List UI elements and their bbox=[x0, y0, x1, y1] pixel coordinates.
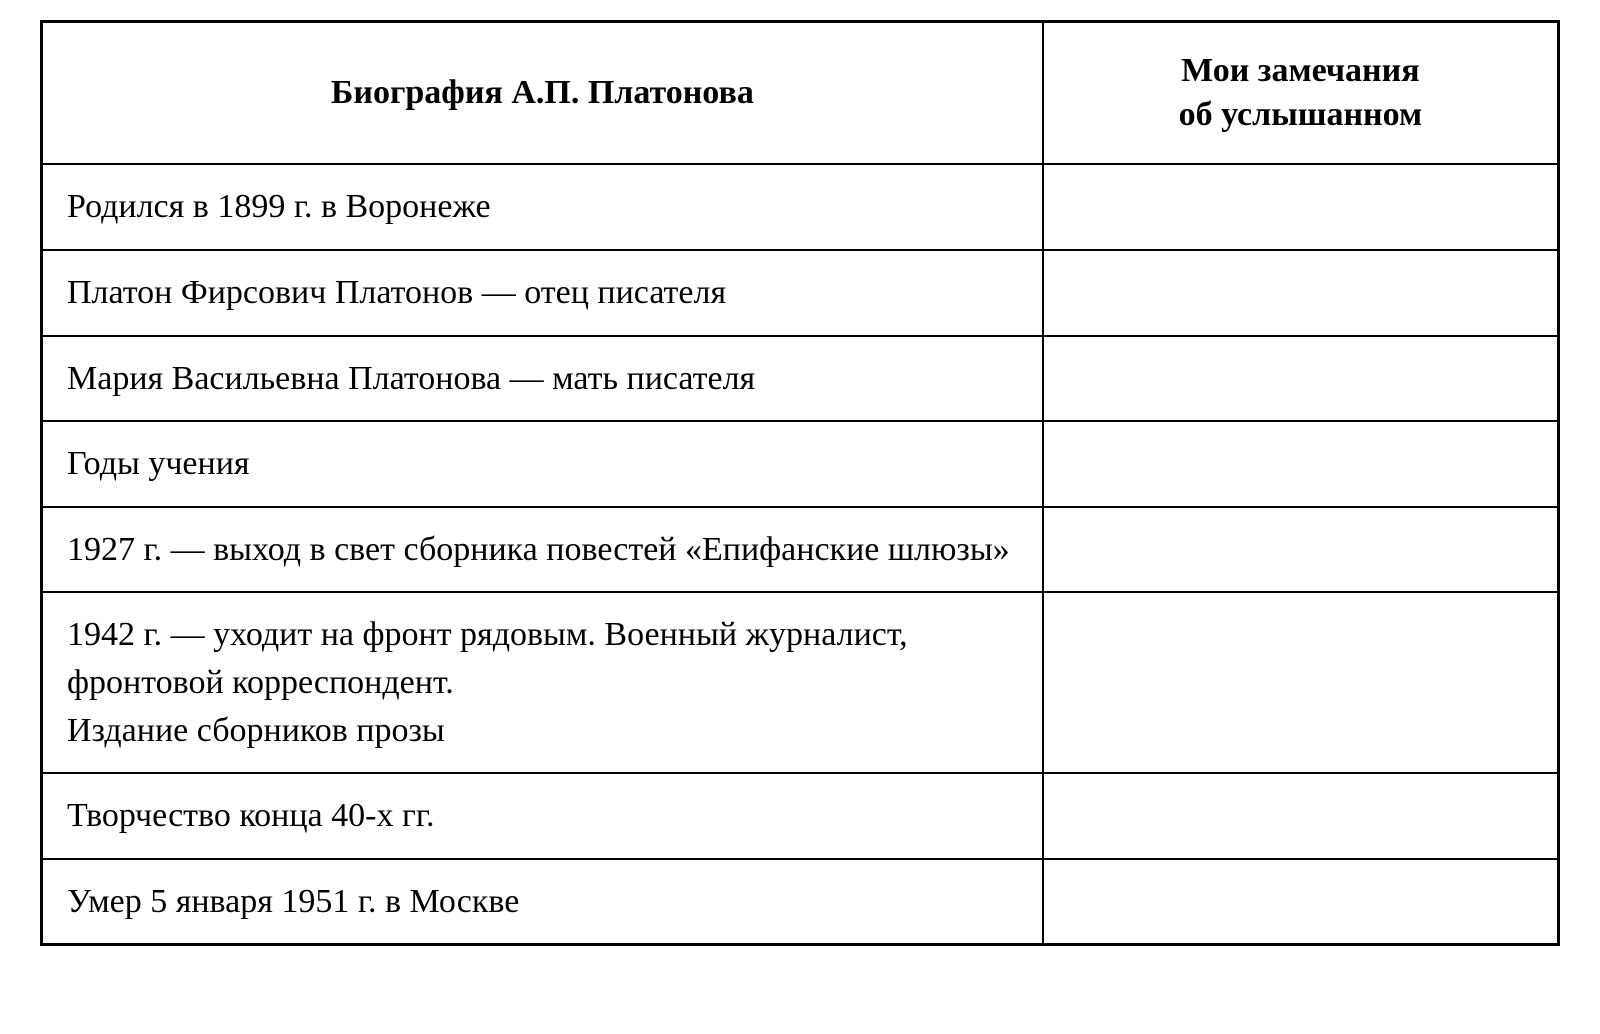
biography-text: 1927 г. — выход в свет сборника повестей… bbox=[67, 531, 1010, 568]
biography-cell: 1942 г. — уходит на фронт рядовым. Военн… bbox=[42, 592, 1043, 773]
biography-cell: Творчество конца 40-х гг. bbox=[42, 773, 1043, 859]
table-row: 1927 г. — выход в свет сборника повестей… bbox=[42, 507, 1559, 593]
biography-text: Родился в 1899 г. в Воронеже bbox=[67, 188, 491, 225]
biography-text: 1942 г. — уходит на фронт рядовым. Военн… bbox=[67, 616, 908, 748]
header-notes: Мои замечания об услышанном bbox=[1043, 22, 1559, 165]
table-row: Мария Васильевна Платонова — мать писате… bbox=[42, 336, 1559, 422]
biography-text: Платон Фирсович Платонов — отец писателя bbox=[67, 274, 726, 311]
biography-table: Биография А.П. Платонова Мои замечания о… bbox=[40, 20, 1560, 946]
header-biography-text: Биография А.П. Платонова bbox=[331, 74, 754, 111]
table-row: Годы учения bbox=[42, 421, 1559, 507]
biography-text: Творчество конца 40-х гг. bbox=[67, 797, 435, 834]
biography-text: Годы учения bbox=[67, 445, 250, 482]
header-row: Биография А.П. Платонова Мои замечания о… bbox=[42, 22, 1559, 165]
table-row: Творчество конца 40-х гг. bbox=[42, 773, 1559, 859]
header-notes-line2: об услышанном bbox=[1179, 96, 1423, 133]
biography-table-container: Биография А.П. Платонова Мои замечания о… bbox=[40, 20, 1560, 946]
table-row: Платон Фирсович Платонов — отец писателя bbox=[42, 250, 1559, 336]
biography-cell: Платон Фирсович Платонов — отец писателя bbox=[42, 250, 1043, 336]
notes-cell bbox=[1043, 164, 1559, 250]
notes-cell bbox=[1043, 250, 1559, 336]
table-body: Родился в 1899 г. в Воронеже Платон Фирс… bbox=[42, 164, 1559, 944]
table-header: Биография А.П. Платонова Мои замечания о… bbox=[42, 22, 1559, 165]
notes-cell bbox=[1043, 859, 1559, 945]
biography-cell: Мария Васильевна Платонова — мать писате… bbox=[42, 336, 1043, 422]
table-row: Родился в 1899 г. в Воронеже bbox=[42, 164, 1559, 250]
biography-cell: Годы учения bbox=[42, 421, 1043, 507]
biography-cell: 1927 г. — выход в свет сборника повестей… bbox=[42, 507, 1043, 593]
biography-text: Умер 5 января 1951 г. в Москве bbox=[67, 883, 519, 920]
notes-cell bbox=[1043, 421, 1559, 507]
biography-text: Мария Васильевна Платонова — мать писате… bbox=[67, 360, 755, 397]
biography-cell: Родился в 1899 г. в Воронеже bbox=[42, 164, 1043, 250]
table-row: 1942 г. — уходит на фронт рядовым. Военн… bbox=[42, 592, 1559, 773]
notes-cell bbox=[1043, 507, 1559, 593]
header-biography: Биография А.П. Платонова bbox=[42, 22, 1043, 165]
notes-cell bbox=[1043, 773, 1559, 859]
biography-cell: Умер 5 января 1951 г. в Москве bbox=[42, 859, 1043, 945]
header-notes-line1: Мои замечания bbox=[1181, 52, 1420, 89]
notes-cell bbox=[1043, 336, 1559, 422]
notes-cell bbox=[1043, 592, 1559, 773]
table-row: Умер 5 января 1951 г. в Москве bbox=[42, 859, 1559, 945]
